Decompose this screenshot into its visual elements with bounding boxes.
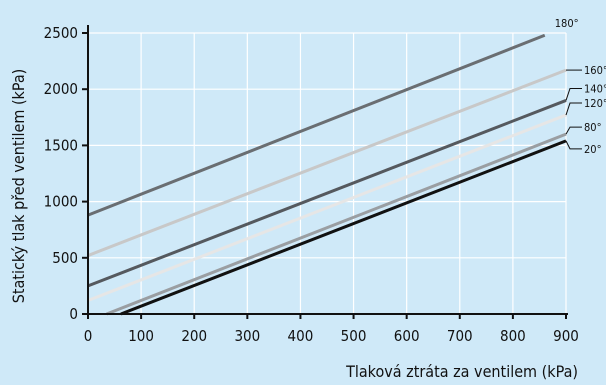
x-tick-label: 200 bbox=[181, 327, 207, 345]
x-tick-label: 700 bbox=[447, 327, 473, 345]
x-tick-label: 600 bbox=[394, 327, 420, 345]
y-tick-label: 2000 bbox=[44, 80, 78, 98]
series-label: 120° bbox=[584, 97, 606, 110]
x-tick-label: 900 bbox=[553, 327, 579, 345]
series-label: 20° bbox=[584, 143, 602, 156]
series-labels: 180° 160° 140° 120° 80° 20° bbox=[555, 17, 606, 156]
tick-labels: 0 500 1000 1500 2000 2500 0 100 200 300 400 500 600 7… bbox=[44, 24, 579, 345]
x-tick-label: 100 bbox=[128, 327, 154, 345]
series-label: 160° bbox=[584, 64, 606, 77]
x-tick-label: 500 bbox=[341, 327, 367, 345]
grid bbox=[88, 32, 567, 314]
series-label: 80° bbox=[584, 121, 602, 134]
series-label-leader bbox=[565, 87, 582, 101]
x-tick-label: 400 bbox=[288, 327, 314, 345]
x-axis-title: Tlaková ztráta za ventilem (kPa) bbox=[345, 362, 578, 381]
x-tick-label: 800 bbox=[500, 327, 526, 345]
x-tick-label: 0 bbox=[84, 327, 93, 345]
y-tick-label: 500 bbox=[52, 249, 78, 267]
axes bbox=[82, 25, 568, 319]
series-line-4 bbox=[106, 132, 567, 316]
series-line-5 bbox=[120, 139, 567, 316]
series-line-3 bbox=[87, 113, 567, 302]
series-line-2 bbox=[87, 99, 567, 288]
y-tick-label: 0 bbox=[69, 305, 78, 323]
series-label: 140° bbox=[584, 82, 606, 95]
series-label: 180° bbox=[555, 17, 579, 30]
series-label-leader bbox=[565, 126, 582, 135]
y-tick-label: 1500 bbox=[44, 136, 78, 154]
y-axis-title: Statický tlak před ventilem (kPa) bbox=[9, 69, 28, 304]
y-tick-label: 2500 bbox=[44, 24, 78, 42]
series-lines bbox=[87, 33, 567, 316]
series-line-1 bbox=[87, 68, 567, 257]
series-label-leader bbox=[565, 102, 582, 116]
series-line-0 bbox=[87, 33, 546, 217]
x-tick-label: 300 bbox=[234, 327, 260, 345]
y-tick-label: 1000 bbox=[44, 193, 78, 211]
series-label-leader bbox=[565, 140, 582, 150]
